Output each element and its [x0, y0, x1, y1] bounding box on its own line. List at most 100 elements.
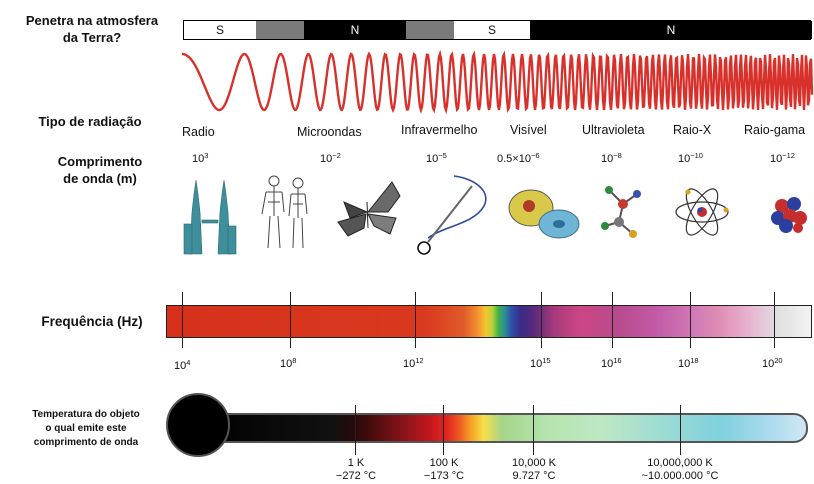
wavelength-label-line1: Comprimento	[57, 154, 143, 169]
molecule-icon	[601, 186, 641, 238]
wavelength-value-1-exp: 3	[204, 151, 209, 160]
temperature-tick-label-3: 10,000 K 9.727 °C	[494, 457, 574, 483]
wave-line	[181, 49, 814, 115]
frequency-tick-1	[182, 292, 184, 348]
atmosphere-segment-5: S	[454, 21, 530, 39]
frequency-tick-label-5: 1016	[601, 356, 622, 370]
wavelength-value-1: 103	[192, 151, 209, 165]
wavelength-value-3-base: 10	[426, 153, 439, 165]
temperature-label-line3: comprimento de onda	[33, 437, 139, 448]
atmosphere-label-line1: Penetra na atmosfera	[25, 13, 159, 28]
wavelength-label-line2: de onda (m)	[63, 171, 137, 186]
radiation-label: Tipo de radiação	[38, 114, 142, 129]
frequency-tick-label-2-base: 10	[280, 358, 293, 370]
atom-icon	[675, 188, 729, 236]
temperature-tick-label-1-c: −272 °C	[335, 470, 377, 482]
towers-icon	[183, 179, 237, 255]
temperature-tick-label-2: 100 K −173 °C	[414, 457, 474, 483]
frequency-tick-7	[774, 292, 776, 348]
frequency-tick-label-7-base: 10	[762, 358, 775, 370]
frequency-tick-label-5-base: 10	[601, 358, 614, 370]
frequency-tick-label-4-exp: 15	[542, 356, 551, 365]
temperature-label-line1: Temperatura do objeto	[32, 409, 140, 420]
wavelength-value-5-base: 10	[601, 153, 614, 165]
frequency-tick-label-6: 1018	[678, 356, 699, 370]
atmosphere-label-line2: da Terra?	[62, 30, 122, 45]
atmosphere-segment-3: N	[304, 21, 406, 39]
frequency-tick-4	[541, 292, 543, 348]
wavelength-value-1-base: 10	[192, 153, 205, 165]
temperature-tick-3	[533, 405, 535, 455]
frequency-tick-label-3: 1012	[403, 356, 424, 370]
frequency-tick-label-1: 104	[174, 358, 191, 372]
frequency-tick-label-7: 1020	[762, 356, 783, 370]
temperature-tick-label-1: 1 K −272 °C	[326, 457, 386, 483]
wavelength-value-7: 10−12	[770, 151, 795, 165]
needle-icon	[417, 175, 487, 255]
wavelength-value-2-exp: −2	[332, 151, 341, 160]
nucleus-icon	[771, 197, 807, 233]
atmosphere-segment-6-text: N	[666, 23, 676, 37]
temperature-label-line2: o qual emite este	[45, 423, 127, 434]
temperature-tick-1	[355, 405, 357, 455]
frequency-tick-label-6-base: 10	[678, 358, 691, 370]
atmosphere-segment-2	[256, 21, 304, 39]
wavelength-label: Comprimento de onda (m)	[30, 153, 170, 187]
frequency-tick-label-3-base: 10	[403, 358, 416, 370]
frequency-spectrum-bar	[166, 305, 812, 338]
temperature-tick-2	[443, 405, 445, 455]
wavelength-value-4: 0.5×10−6	[497, 151, 540, 165]
frequency-tick-label-5-exp: 16	[613, 356, 622, 365]
wavelength-value-6-exp: −10	[690, 151, 703, 160]
radiation-raio-gama: Raio-gama	[744, 123, 806, 137]
radiation-visivel: Visível	[510, 123, 547, 137]
frequency-label: Frequência (Hz)	[41, 314, 143, 329]
wavelength-value-5-exp: −8	[613, 151, 622, 160]
frequency-tick-label-6-exp: 18	[690, 356, 699, 365]
frequency-tick-6	[690, 292, 692, 348]
wavelength-value-3: 10−5	[426, 151, 447, 165]
frequency-tick-label-1-base: 10	[174, 360, 187, 372]
frequency-tick-label-4: 1015	[530, 356, 551, 370]
frequency-tick-label-4-base: 10	[530, 358, 543, 370]
temperature-tick-4	[680, 405, 682, 455]
temperature-tick-label-2-k: 100 K	[429, 457, 459, 469]
temperature-tick-label-3-k: 10,000 K	[511, 457, 557, 469]
wavelength-value-3-exp: −5	[438, 151, 447, 160]
temperature-tick-label-4-c: ~10.000.000 °C	[641, 470, 719, 482]
temperature-tick-label-3-c: 9.727 °C	[512, 470, 556, 482]
frequency-tick-5	[612, 292, 614, 348]
wavelength-value-6: 10−10	[678, 151, 703, 165]
wavelength-value-5: 10−8	[601, 151, 622, 165]
thermometer-bulb	[166, 393, 230, 457]
radiation-ultravioleta: Ultravioleta	[582, 123, 645, 137]
atmosphere-bar: S N S N	[183, 20, 812, 40]
radiation-microondas: Microondas	[297, 125, 362, 139]
temperature-tick-label-2-c: −173 °C	[423, 470, 465, 482]
wavelength-value-6-base: 10	[678, 153, 691, 165]
butterfly-icon	[337, 181, 401, 237]
wavelength-value-7-base: 10	[770, 153, 783, 165]
atmosphere-segment-5-text: S	[487, 23, 496, 37]
atmosphere-segment-1: S	[184, 21, 256, 39]
thermometer-tube	[196, 413, 808, 443]
atmosphere-segment-3-text: N	[350, 23, 360, 37]
atmosphere-label: Penetra na atmosfera da Terra?	[6, 12, 178, 46]
frequency-tick-label-7-exp: 20	[774, 356, 783, 365]
frequency-tick-label-2-exp: 8	[292, 356, 297, 365]
frequency-tick-2	[290, 292, 292, 348]
temperature-tick-label-4: 10,000,000 K ~10.000.000 °C	[630, 457, 730, 483]
wavelength-value-2: 10−2	[320, 151, 341, 165]
radiation-infravermelho: Infravermelho	[401, 123, 478, 137]
atmosphere-segment-4	[406, 21, 454, 39]
temperature-tick-label-1-k: 1 K	[347, 457, 365, 469]
humans-icon	[261, 175, 308, 249]
frequency-tick-label-1-exp: 4	[186, 358, 191, 367]
wave-graphic	[181, 49, 814, 115]
temperature-tick-label-4-k: 10,000,000 K	[647, 457, 713, 469]
wavelength-value-4-exp: −6	[530, 151, 540, 160]
temperature-label: Temperatura do objeto o qual emite este …	[6, 408, 166, 450]
wavelength-value-2-base: 10	[320, 153, 333, 165]
atmosphere-segment-1-text: S	[215, 23, 224, 37]
wavelength-value-7-exp: −12	[782, 151, 795, 160]
